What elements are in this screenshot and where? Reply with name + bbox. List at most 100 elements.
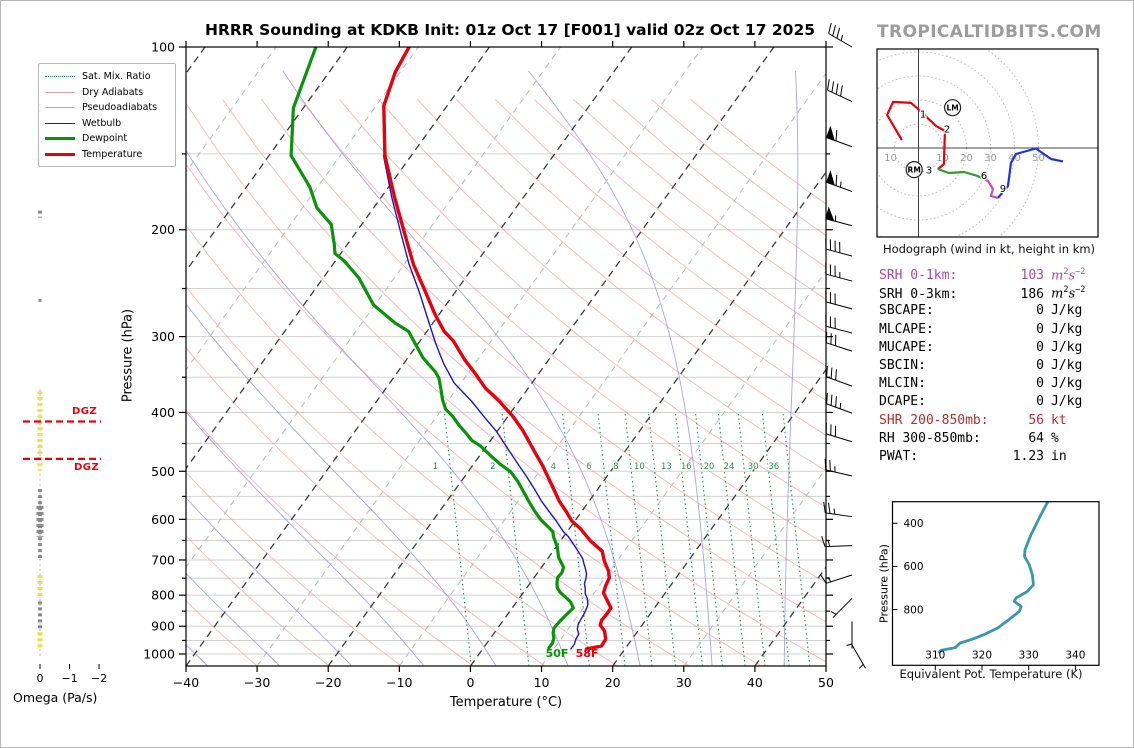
- svg-text:50: 50: [1032, 153, 1045, 164]
- dry-line-sample: [45, 91, 75, 93]
- wind-barbs: [819, 22, 866, 669]
- svg-text:600: 600: [151, 512, 175, 527]
- legend-label: Pseudoadiabats: [82, 102, 158, 114]
- stat-label: SRH 0-1km:: [879, 268, 958, 284]
- legend-label: Sat. Mix. Ratio: [82, 71, 151, 83]
- dgz-label-lower: DGZ: [74, 462, 100, 473]
- svg-text:4: 4: [551, 462, 556, 472]
- svg-text:600: 600: [904, 561, 924, 573]
- svg-text:1000: 1000: [143, 647, 175, 662]
- theta-e-panel: 310 320 330 340 400 600 800: [891, 501, 1100, 671]
- stat-unit: J/kg: [1051, 357, 1083, 373]
- stat-value: 0: [1036, 357, 1044, 373]
- skewt-background: [186, 47, 826, 666]
- stat-unit: J/kg: [1051, 394, 1083, 410]
- stat-value: 0: [1036, 394, 1044, 410]
- svg-text:−40: −40: [173, 675, 199, 690]
- wet-line-sample: [45, 122, 75, 124]
- stats-panel: SRH 0-1km: 103 m2s−2 SRH 0-3km: 186 m2s−2 SBCA…: [879, 267, 1103, 467]
- stat-label: SBCAPE:: [879, 303, 934, 319]
- surface-dewpoint-label: 50F: [545, 647, 569, 660]
- hodograph-trace-9km+: [997, 147, 1064, 199]
- omega-axis-title: Omega (Pa/s): [13, 690, 98, 705]
- watermark: TROPICALTIDBITS.COM: [877, 22, 1102, 42]
- svg-text:16: 16: [681, 462, 692, 472]
- hodograph-trace-6-9km: [985, 178, 999, 199]
- temp-line-sample: [45, 152, 75, 156]
- legend-item-pseudo: Pseudoadiabats: [45, 100, 169, 116]
- svg-text:−2: −2: [91, 672, 107, 685]
- svg-text:400: 400: [151, 405, 175, 420]
- svg-text:30: 30: [984, 153, 997, 164]
- stat-unit: J/kg: [1051, 339, 1083, 355]
- stat-value: 103: [1020, 268, 1044, 284]
- stat-value: 0: [1036, 321, 1044, 337]
- svg-text:10: 10: [884, 153, 897, 164]
- stat-label: MLCAPE:: [879, 321, 934, 337]
- legend-item-wet: Wetbulb: [45, 116, 169, 132]
- svg-text:1: 1: [920, 109, 926, 120]
- svg-text:330: 330: [1019, 649, 1039, 661]
- stat-row: MLCAPE: 0 J/kg: [879, 322, 1103, 340]
- svg-text:0: 0: [466, 675, 474, 690]
- svg-text:300: 300: [151, 329, 175, 344]
- stat-label: MUCAPE:: [879, 339, 934, 355]
- stat-value: 0: [1036, 339, 1044, 355]
- stat-unit: kt: [1051, 412, 1067, 428]
- svg-text:13: 13: [661, 462, 672, 472]
- hodograph-trace-3-6km: [937, 168, 987, 181]
- svg-text:6: 6: [586, 462, 591, 472]
- svg-text:20: 20: [605, 675, 621, 690]
- svg-text:700: 700: [151, 552, 175, 567]
- svg-text:20: 20: [960, 153, 973, 164]
- stat-row: SRH 0-1km: 103 m2s−2: [879, 267, 1103, 285]
- legend-label: Wetbulb: [82, 117, 122, 129]
- svg-text:−30: −30: [244, 675, 270, 690]
- stat-unit: J/kg: [1051, 376, 1083, 392]
- svg-text:8: 8: [613, 462, 618, 472]
- stat-row: SBCIN: 0 J/kg: [879, 358, 1103, 376]
- stat-label: DCAPE:: [879, 394, 926, 410]
- svg-text:50: 50: [818, 675, 834, 690]
- stat-unit: in: [1051, 448, 1067, 464]
- svg-text:1: 1: [433, 462, 438, 472]
- stat-unit: J/kg: [1051, 321, 1083, 337]
- curve-dewpoint: [289, 47, 575, 650]
- dew-line-sample: [45, 137, 75, 141]
- stat-row: RH 300-850mb: 64%: [879, 431, 1103, 449]
- omega-panel: 0 −1 −2: [23, 103, 107, 685]
- svg-text:10: 10: [634, 462, 645, 472]
- svg-text:0: 0: [37, 672, 44, 685]
- svg-text:30: 30: [676, 675, 692, 690]
- svg-text:6: 6: [981, 171, 987, 182]
- theta-e-curve: [937, 501, 1050, 654]
- stat-row: SRH 0-3km: 186 m2s−2: [879, 285, 1103, 303]
- stat-label: RH 300-850mb:: [879, 430, 981, 446]
- svg-text:800: 800: [904, 604, 924, 616]
- mix-line-sample: [45, 76, 75, 78]
- svg-text:24: 24: [724, 462, 735, 472]
- svg-text:LM: LM: [946, 103, 958, 112]
- x-axis-title: Temperature (°C): [449, 695, 563, 710]
- stat-unit: m2s−2: [1051, 267, 1086, 284]
- page-title: HRRR Sounding at KDKB Init: 01z Oct 17 […: [204, 21, 816, 39]
- hodograph-caption: Hodograph (wind in kt, height in km): [882, 242, 1096, 256]
- hodograph-trace-0-3km: [886, 100, 946, 170]
- legend-item-temp: Temperature: [45, 147, 169, 163]
- sounding-curves: [289, 47, 613, 651]
- stat-value: 64: [1028, 430, 1044, 446]
- svg-text:20: 20: [704, 462, 715, 472]
- svg-text:800: 800: [151, 588, 175, 603]
- legend-item-dry: Dry Adiabats: [45, 85, 169, 101]
- stat-value: 186: [1020, 286, 1044, 302]
- svg-text:30: 30: [748, 462, 759, 472]
- svg-text:−20: −20: [315, 675, 341, 690]
- legend-item-mix: Sat. Mix. Ratio: [45, 69, 169, 85]
- stat-row: SBCAPE: 0 J/kg: [879, 303, 1103, 321]
- stat-value: 0: [1036, 376, 1044, 392]
- curve-wetbulb: [382, 154, 589, 650]
- svg-text:2: 2: [490, 462, 495, 472]
- stat-label: PWAT:: [879, 448, 919, 464]
